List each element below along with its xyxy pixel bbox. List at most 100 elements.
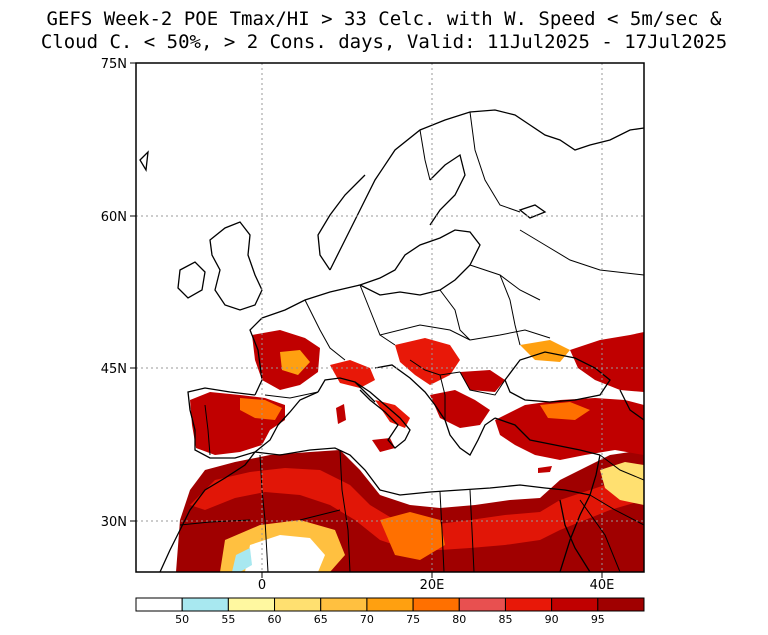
colorbar: 50 55 60 65 70 75 80 85 90 95	[135, 597, 645, 626]
coastlines	[139, 109, 644, 572]
border-france-spain	[264, 391, 319, 399]
lon-label-40e: 40E	[590, 578, 615, 593]
coast-france-med	[317, 377, 376, 403]
border-africa-4	[469, 489, 475, 572]
coast-baltic	[358, 229, 481, 296]
colorbar-label: 55	[221, 613, 235, 626]
border-africa-6	[299, 509, 341, 521]
shading-anatolia	[495, 398, 644, 460]
lat-labels: 75N 60N 45N 30N	[101, 57, 127, 530]
probability-shading	[176, 330, 644, 572]
shading-libya-orange	[380, 512, 445, 560]
coast-norway-west	[317, 174, 366, 271]
lon-label-20e: 20E	[420, 578, 445, 593]
coast-adriatic	[374, 364, 446, 421]
lat-label-30n: 30N	[101, 515, 127, 530]
coast-red-sea	[559, 499, 591, 572]
shading-sahara-white	[245, 535, 325, 572]
border-central-1	[304, 299, 346, 361]
border-east-3	[519, 229, 644, 276]
map-title-line2: Cloud C. < 50%, > 2 Cons. days, Valid: 1…	[40, 31, 728, 53]
colorbar-label: 50	[175, 613, 189, 626]
tick-marks	[130, 62, 603, 578]
coast-france-atlantic	[249, 317, 263, 396]
border-mideast-2	[589, 494, 644, 526]
colorbar-swatch	[551, 597, 599, 612]
colorbar-label: 80	[452, 613, 466, 626]
border-finland	[469, 111, 521, 213]
coast-north-africa	[159, 451, 256, 572]
coast-ireland	[177, 261, 206, 299]
shading-east-europe	[570, 332, 644, 392]
lon-labels: 0 20E 40E	[258, 578, 615, 593]
colorbar-swatch	[504, 597, 553, 612]
border-africa-2	[339, 449, 351, 572]
shading-france-orange	[280, 350, 310, 375]
lat-label-75n: 75N	[101, 57, 127, 72]
colorbar-swatch	[320, 597, 368, 612]
shading-italy-north	[330, 360, 375, 388]
colorbar-swatch	[274, 597, 322, 612]
shading-anatolia-orange	[540, 402, 590, 420]
border-africa-3	[439, 491, 445, 572]
colorbar-label: 70	[360, 613, 374, 626]
lat-label-60n: 60N	[101, 210, 127, 225]
shading-balkans	[395, 338, 460, 385]
colorbar-label: 95	[591, 613, 605, 626]
shading-saudi-yellow	[600, 462, 644, 505]
shading-sardinia	[336, 404, 346, 424]
colorbar-swatch	[227, 597, 276, 612]
colorbar-label: 65	[314, 613, 328, 626]
border-central-3	[379, 324, 471, 341]
colorbar-label: 60	[268, 613, 282, 626]
colorbar-label: 75	[406, 613, 420, 626]
border-mideast-1	[599, 454, 644, 481]
colorbar-swatch	[181, 597, 229, 612]
coast-africa-med	[254, 447, 591, 496]
lat-label-45n: 45N	[101, 362, 127, 377]
border-central-4	[439, 289, 471, 341]
coast-italy	[354, 381, 411, 449]
border-balkan-3	[459, 371, 506, 396]
coast-black-sea	[504, 351, 611, 403]
coast-gulf-bothnia	[429, 153, 466, 226]
map-plot-area	[136, 63, 644, 572]
shading-sahara-cyan	[232, 548, 252, 572]
shading-iberia-orange	[240, 398, 282, 420]
coast-greece	[444, 417, 496, 456]
coast-iceland	[139, 150, 149, 172]
border-iberia	[204, 404, 211, 456]
border-central-2	[359, 284, 396, 346]
coast-caspian	[619, 389, 644, 421]
map-title-line1: GEFS Week-2 POE Tmax/HI > 33 Celc. with …	[46, 8, 722, 30]
shading-cyprus	[538, 466, 552, 473]
colorbar-label: 85	[498, 613, 512, 626]
plot-frame	[135, 62, 645, 573]
border-east-4	[499, 274, 521, 346]
colorbar-swatch	[412, 597, 460, 612]
colorbar-swatch	[458, 597, 506, 612]
border-east-2	[469, 329, 551, 341]
lon-label-0: 0	[258, 578, 266, 593]
coast-scandinavia	[329, 109, 644, 271]
border-sweden	[419, 129, 431, 181]
colorbar-swatch	[597, 597, 645, 612]
country-borders	[179, 111, 644, 572]
coast-lake	[518, 204, 547, 219]
colorbar-swatch	[135, 597, 183, 612]
colorbar-label: 90	[545, 613, 559, 626]
border-balkan-1	[409, 359, 461, 376]
shading-north-africa-red	[190, 468, 644, 550]
coast-turkey-south	[494, 417, 601, 456]
coast-iberia	[187, 387, 319, 459]
shading-italy-central	[375, 400, 410, 428]
border-balkan-2	[439, 374, 446, 420]
colorbar-swatch	[366, 597, 414, 612]
border-east-1	[469, 264, 541, 301]
coast-levant	[559, 454, 601, 572]
border-mideast-3	[579, 499, 621, 572]
shading-bulgaria	[460, 370, 505, 392]
coast-uk	[209, 221, 263, 311]
border-africa-1	[259, 454, 269, 572]
